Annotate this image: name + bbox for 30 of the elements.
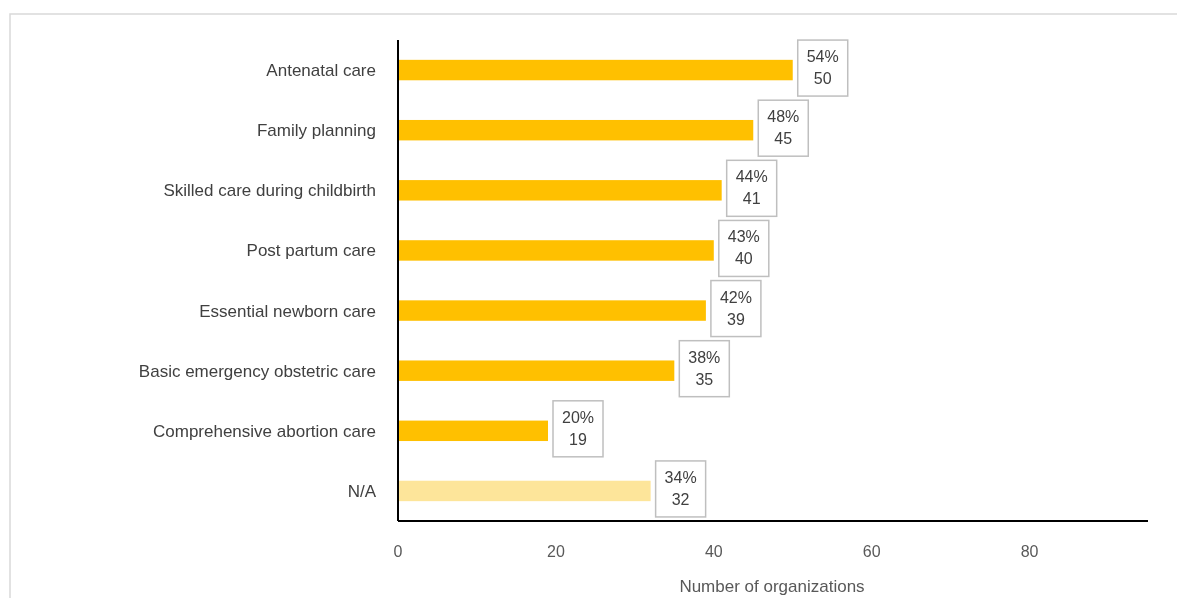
data-label: 48% 45 — [767, 108, 800, 148]
bar — [398, 240, 714, 261]
y-tick-label: Family planning — [256, 121, 376, 141]
bar — [398, 480, 651, 502]
x-axis-title: Number of organizations — [679, 577, 865, 596]
data-label: 43% 40 — [727, 228, 760, 268]
x-tick-label: 0 — [393, 543, 403, 560]
x-tick-label: 20 — [547, 543, 565, 560]
y-tick-label: Skilled care during childbirth — [163, 181, 376, 201]
y-tick-label: Basic emergency obstetric care — [138, 361, 376, 381]
data-label: 20% 19 — [561, 408, 595, 448]
bar — [398, 420, 548, 442]
x-tick-label: 40 — [704, 543, 723, 560]
y-tick-label: Essential newborn care — [199, 301, 376, 321]
bar — [398, 300, 706, 321]
data-label: 54% 50 — [806, 48, 839, 88]
x-tick-label: 60 — [862, 543, 881, 560]
data-label: 42% 39 — [719, 288, 752, 328]
data-label: 44% 41 — [735, 168, 768, 208]
data-label: 34% 32 — [664, 468, 697, 508]
y-tick-label: Antenatal care — [266, 61, 376, 81]
bar — [398, 180, 722, 201]
x-tick-label: 80 — [1020, 543, 1039, 560]
y-tick-label: N/A — [347, 481, 377, 501]
y-tick-label: Post partum care — [246, 241, 376, 261]
bar — [398, 59, 793, 81]
bar — [398, 119, 754, 141]
bar — [398, 360, 675, 381]
y-tick-label: Comprehensive abortion care — [152, 421, 376, 441]
data-label: 38% 35 — [688, 348, 721, 388]
